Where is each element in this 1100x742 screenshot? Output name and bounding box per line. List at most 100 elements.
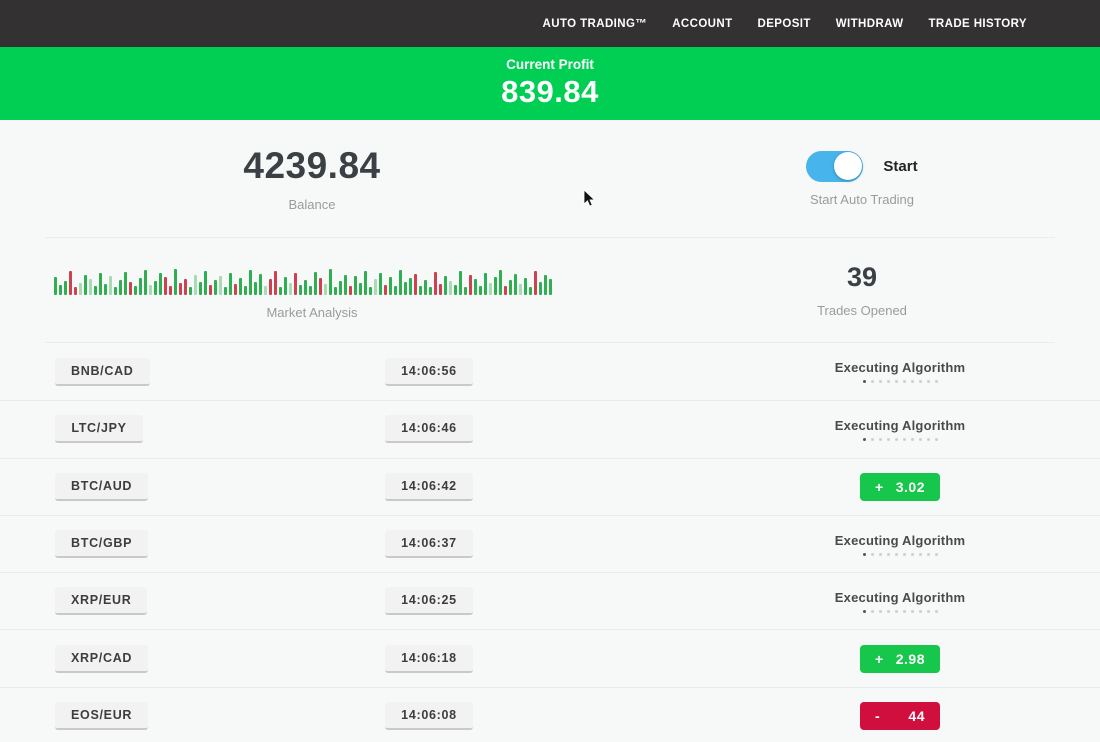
chart-bar [174,268,177,295]
status-cell: Executing Algorithm [745,533,1055,556]
chart-bar [544,274,547,295]
chart-bar [99,272,102,295]
chart-bar [249,269,252,295]
chart-bar [104,283,107,295]
progress-dot [918,609,922,613]
chart-bar [449,280,452,295]
progress-dots [862,380,938,384]
status-cell: Executing Algorithm [745,590,1055,613]
toggle-knob [833,152,862,180]
pair-chip: BTC/AUD [55,472,149,501]
chart-bar [159,272,162,295]
progress-dot [918,437,922,441]
chart-bar [194,274,197,295]
chart-bar [84,274,87,295]
pair-chip: EOS/EUR [55,701,149,730]
chart-bar [499,269,502,295]
chart-bar [369,286,372,295]
chart-bar [154,280,157,295]
chart-bar [389,276,392,295]
nav-item-account[interactable]: ACCOUNT [672,17,733,30]
progress-dot [934,437,938,441]
progress-dot [862,609,866,613]
balance-block: 4239.84 Balance [0,145,624,212]
chart-bar [364,270,367,295]
chart-bar [74,286,77,295]
chart-bar [169,285,172,295]
status-cell: Executing Algorithm [745,418,1055,441]
pair-chip: BTC/GBP [55,530,149,559]
nav-item-auto-trading[interactable]: AUTO TRADING™ [542,17,648,30]
result-value: 3.02 [895,478,925,495]
chart-bar [439,283,442,295]
auto-trading-label: Start Auto Trading [809,191,915,207]
chart-bar [189,286,192,295]
top-nav: AUTO TRADING™ ACCOUNT DEPOSIT WITHDRAW TRADE… [0,0,1100,47]
chart-bar [479,285,482,295]
chart-bar [119,279,122,295]
chart-bar [134,285,137,295]
progress-dot [894,552,898,556]
result-sign: + [875,478,884,495]
chart-bar [374,278,377,295]
pair-chip: BNB/CAD [55,357,150,386]
chart-bar [354,275,357,295]
chart-bar [224,286,227,295]
chart-bar [454,284,457,295]
status-cell: +3.02 [745,472,1055,501]
balance-label: Balance [288,197,336,212]
executing-algorithm-label: Executing Algorithm [834,589,966,605]
chart-bar [474,278,477,295]
progress-dot [918,552,922,556]
progress-dot [910,552,914,556]
current-profit-label: Current Profit [506,57,594,72]
progress-dot [902,609,906,613]
chart-bar [434,271,437,295]
nav-item-trade-history[interactable]: TRADE HISTORY [928,17,1027,30]
chart-bar [114,286,117,295]
chart-bar [519,283,522,295]
nav-menu: AUTO TRADING™ ACCOUNT DEPOSIT WITHDRAW TRADE… [543,18,1027,30]
chart-bar [314,271,317,295]
chart-bar [359,282,362,295]
chart-bar [334,286,337,295]
chart-bar [199,281,202,295]
time-chip: 14:06:08 [385,701,473,730]
progress-dot [910,609,914,613]
status-cell: +2.98 [745,644,1055,673]
progress-dots [862,552,938,556]
progress-dot [934,380,938,384]
result-sign: - [875,707,881,724]
executing-algorithm-label: Executing Algorithm [834,417,966,433]
chart-bar [534,270,537,295]
progress-dot [870,437,874,441]
progress-dot [934,552,938,556]
chart-bar [494,276,497,295]
chart-bar [64,280,67,295]
trade-row: BNB/CAD 14:06:56 Executing Algorithm [0,343,1100,400]
chart-bar [469,274,472,295]
chart-bar [304,279,307,295]
progress-dot [926,552,930,556]
chart-bar [59,284,62,295]
nav-item-withdraw[interactable]: WITHDRAW [835,17,904,30]
time-chip: 14:06:56 [385,357,473,386]
nav-item-deposit[interactable]: DEPOSIT [757,17,811,30]
chart-bar [264,285,267,295]
time-chip: 14:06:46 [385,415,473,444]
auto-trading-toggle[interactable] [806,150,864,182]
chart-bar [489,282,492,295]
chart-bar [214,279,217,295]
chart-bar [319,277,322,295]
progress-dot [878,609,882,613]
market-analysis-section: Market Analysis 39 Trades Opened [0,238,1100,342]
chart-bar [419,285,422,295]
dashboard: 4239.84 Balance Start Start Auto Trading… [0,120,1100,742]
progress-dot [934,609,938,613]
chart-bar [444,275,447,295]
trade-row: BTC/AUD 14:06:42 +3.02 [0,457,1100,515]
progress-dot [902,552,906,556]
section-divider [45,342,1055,343]
balance-value: 4239.84 [243,145,381,186]
progress-dots [862,437,938,441]
